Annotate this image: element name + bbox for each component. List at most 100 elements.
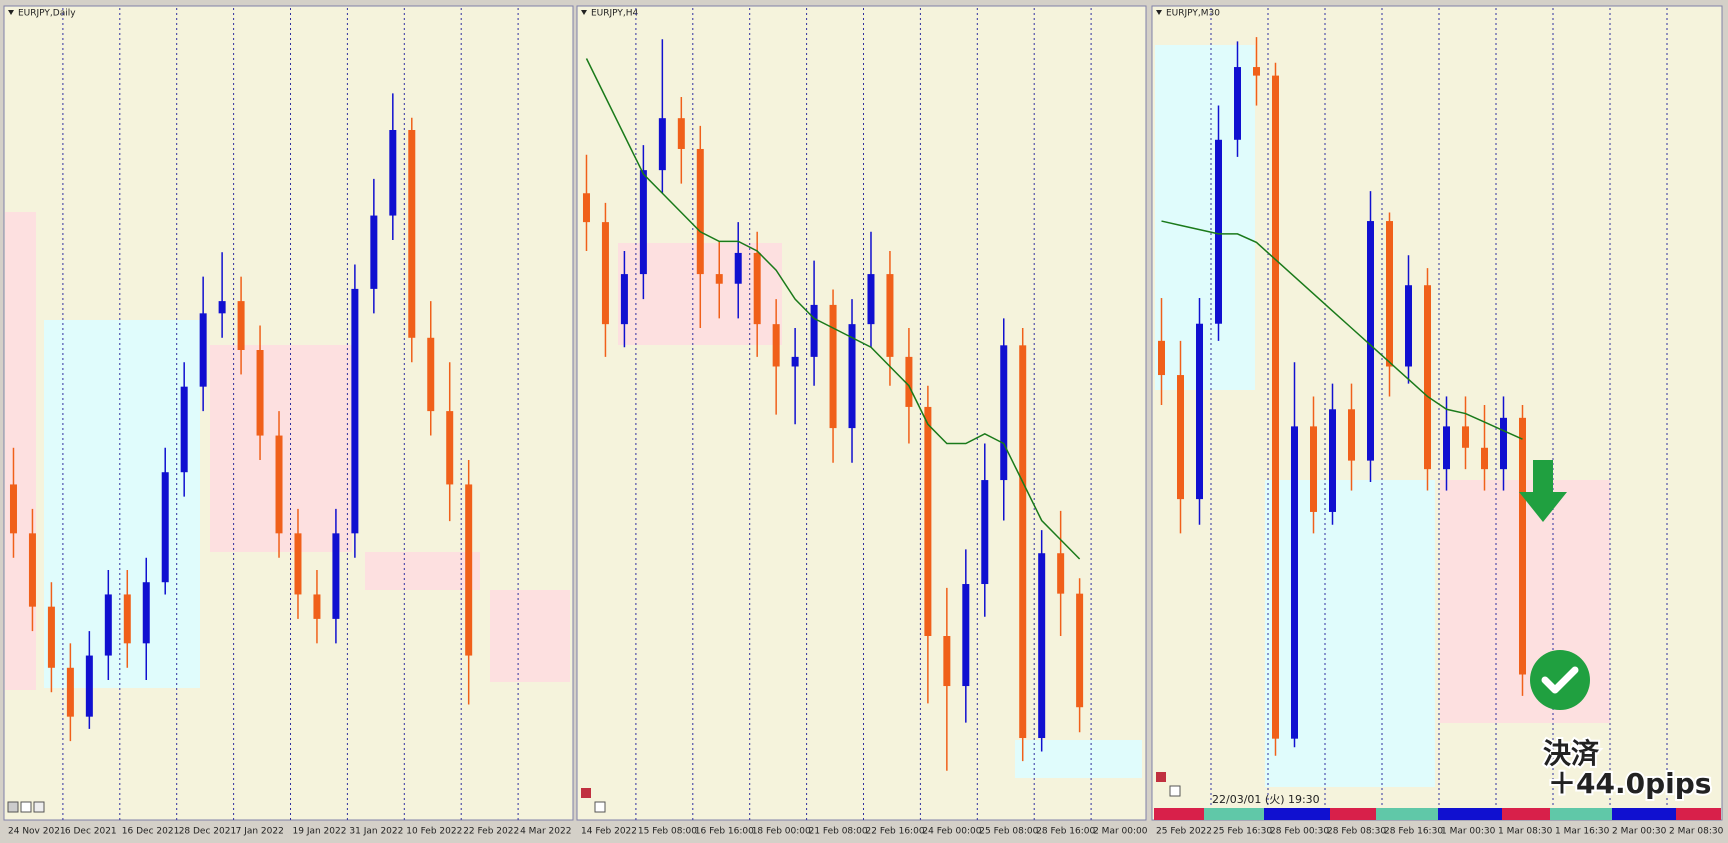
candle-body <box>924 406 932 636</box>
candle-body <box>1348 409 1355 461</box>
candle-body <box>639 170 647 275</box>
x-tick-label: 31 Jan 2022 <box>349 827 403 837</box>
candle-body <box>66 667 74 717</box>
session-bar <box>1330 808 1376 820</box>
toolbar-icons <box>7 772 1181 813</box>
icon[interactable] <box>594 801 606 813</box>
annotation: 決済 <box>1543 737 1600 770</box>
candle-body <box>1196 323 1203 500</box>
candle-body <box>1253 67 1260 76</box>
candle-body <box>734 252 742 284</box>
candle-body <box>1519 417 1526 675</box>
candle-body <box>142 582 150 644</box>
icon[interactable] <box>20 801 32 813</box>
candle-body <box>1177 375 1184 500</box>
x-tick-label: 2 Mar 08:30 <box>1669 827 1724 837</box>
x-tick-label: 16 Dec 2021 <box>122 827 180 837</box>
x-tick-label: 28 Dec 2021 <box>179 827 237 837</box>
candle-body <box>1038 553 1046 739</box>
candle-body <box>1386 221 1393 367</box>
candle-body <box>1158 340 1165 376</box>
x-tick-label: 18 Feb 00:00 <box>752 827 811 837</box>
icon[interactable] <box>33 801 45 813</box>
x-tick-label: 24 Feb 00:00 <box>922 827 981 837</box>
candle-body <box>1424 285 1431 470</box>
x-tick-label: 25 Feb 2022 <box>1156 827 1212 837</box>
candle-body <box>199 313 207 387</box>
candle-body <box>313 594 321 619</box>
candle-body <box>332 533 340 619</box>
annotation: ＋44.0pips <box>1548 767 1711 800</box>
session-bar <box>1502 808 1550 820</box>
candle-body <box>810 304 818 357</box>
candle-body <box>446 411 454 485</box>
candle-body <box>28 533 36 607</box>
candle-body <box>829 304 837 429</box>
candle-body <box>389 130 397 216</box>
icon[interactable] <box>581 788 591 798</box>
candle-body <box>1000 345 1008 481</box>
title-arrow <box>581 10 587 15</box>
session-bar <box>1676 808 1721 820</box>
candle-body <box>601 222 609 325</box>
session-bar <box>1438 808 1502 820</box>
zone <box>5 212 36 690</box>
x-tick-label: 1 Mar 16:30 <box>1555 827 1610 837</box>
candle-body <box>294 533 302 595</box>
candle-body <box>104 594 112 656</box>
candle-body <box>753 252 761 325</box>
x-tick-label: 2 Mar 00:00 <box>1093 827 1148 837</box>
panel-title: EURJPY,Daily <box>18 9 76 19</box>
candle-body <box>1329 409 1336 512</box>
candle-body <box>867 274 875 325</box>
x-tick-label: 14 Feb 2022 <box>581 827 637 837</box>
zone <box>1265 480 1435 787</box>
x-tick-label: 22 Feb 2022 <box>463 827 519 837</box>
zone <box>1015 740 1142 778</box>
candle-body <box>1291 426 1298 739</box>
candle-body <box>237 301 245 350</box>
candle-body <box>427 337 435 412</box>
session-bar <box>1550 808 1612 820</box>
candle-body <box>1272 75 1279 739</box>
session-bar <box>1154 808 1204 820</box>
candle-body <box>180 386 188 473</box>
x-tick-label: 25 Feb 08:00 <box>979 827 1038 837</box>
x-tick-label: 16 Feb 16:00 <box>695 827 754 837</box>
candle-body <box>9 484 17 534</box>
candle-body <box>981 480 989 585</box>
x-tick-label: 4 Mar 2022 <box>520 827 571 837</box>
candle-body <box>1019 345 1027 739</box>
zone <box>365 552 480 590</box>
x-tick-label: 2 Mar 00:30 <box>1612 827 1667 837</box>
title-arrow <box>1156 10 1162 15</box>
x-tick-label: 1 Mar 00:30 <box>1441 827 1496 837</box>
x-tick-label: 15 Feb 08:00 <box>638 827 697 837</box>
x-tick-label: 28 Feb 16:00 <box>1036 827 1095 837</box>
zone <box>490 590 570 682</box>
zone <box>44 320 200 688</box>
candle-body <box>886 274 894 357</box>
candle-body <box>658 118 666 171</box>
x-tick-label: 28 Feb 08:30 <box>1327 827 1386 837</box>
check-mark <box>1541 666 1579 694</box>
candle-body <box>1405 285 1412 367</box>
candle-body <box>1310 426 1317 512</box>
candle-body <box>370 215 378 289</box>
candle-body <box>1500 417 1507 470</box>
session-bar <box>1376 808 1438 820</box>
icon[interactable] <box>7 801 19 813</box>
candle-body <box>620 274 628 325</box>
panel-bg <box>576 5 1147 821</box>
icon[interactable] <box>1156 772 1166 782</box>
icon[interactable] <box>1169 785 1181 797</box>
x-tick-label: 22 Feb 16:00 <box>866 827 925 837</box>
candle-body <box>696 148 704 275</box>
x-tick-label: 28 Feb 16:30 <box>1384 827 1443 837</box>
moving-average <box>1161 220 1523 440</box>
title-arrow <box>8 10 14 15</box>
candle-body <box>1443 426 1450 470</box>
moving-average <box>585 58 1081 560</box>
